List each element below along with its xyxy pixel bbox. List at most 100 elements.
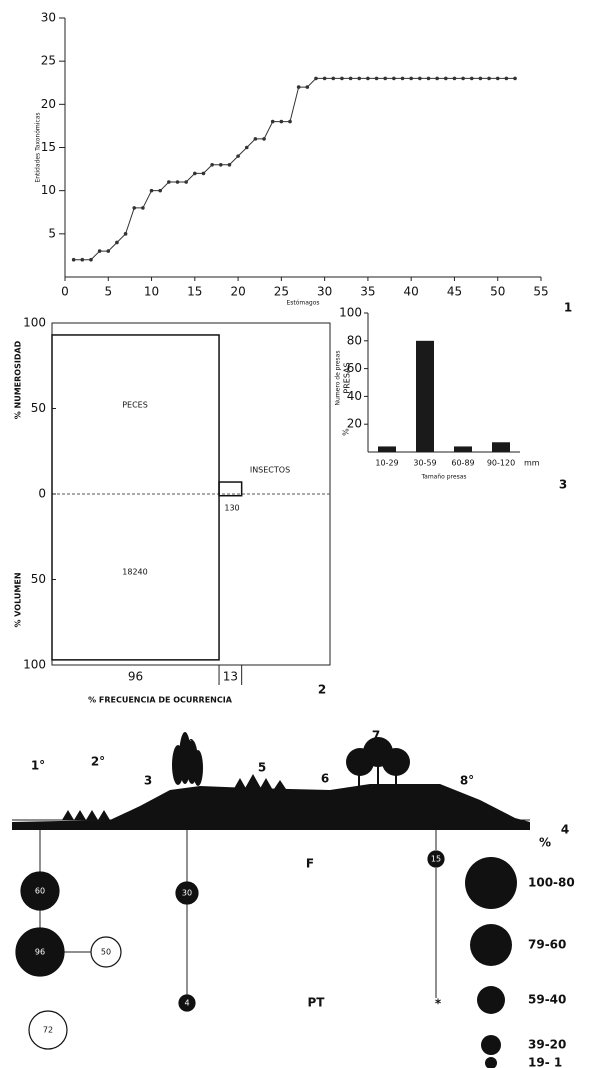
- circle-value: 30: [182, 889, 192, 898]
- connector-lines: [39, 830, 437, 998]
- data-point: [469, 76, 474, 81]
- circle-value: 15: [431, 855, 441, 864]
- frequency-label: 96: [128, 670, 143, 684]
- legend-circle: [477, 986, 505, 1014]
- frequency-label: 13: [223, 670, 238, 684]
- data-point: [253, 137, 258, 141]
- data-point: [123, 232, 128, 236]
- y-axis-label: % VOLUMEN: [14, 572, 23, 627]
- x-axis-label: Estómagos: [286, 300, 319, 307]
- data-line: [73, 77, 516, 261]
- site-label: 5: [258, 761, 266, 775]
- landscape: [12, 732, 530, 830]
- y-tick-label: 30: [41, 11, 56, 25]
- y-tick-label: 50: [31, 572, 46, 586]
- data-point: [184, 180, 188, 184]
- legend-unit: %: [539, 836, 551, 850]
- data-point: [504, 76, 509, 81]
- data-point: [167, 180, 171, 184]
- y-tick-label: 5: [48, 226, 56, 240]
- y-tick-label: 20: [41, 97, 56, 111]
- x-tick-label: 0: [61, 285, 69, 299]
- data-point: [89, 257, 93, 262]
- data-point: [435, 76, 439, 81]
- data-point: [201, 171, 206, 176]
- percent-circle: [178, 994, 196, 1012]
- x-tick-label: 45: [447, 285, 462, 299]
- data-point: [418, 76, 422, 81]
- data-point: [314, 76, 318, 81]
- legend-label: 100-80: [528, 876, 575, 890]
- x-tick-label: 30-59: [413, 459, 436, 468]
- y-tick-label: 50: [31, 401, 46, 415]
- y-tick-label: 25: [41, 54, 56, 68]
- site-label: 6: [321, 772, 329, 786]
- data-point: [149, 188, 154, 193]
- data-point: [262, 137, 266, 141]
- data-point: [444, 76, 448, 81]
- data-point: [193, 171, 197, 176]
- x-tick-label: 30: [317, 285, 332, 299]
- figure-number: 3: [559, 478, 567, 492]
- figure-number: 2: [318, 683, 326, 697]
- x-tick-label: 10-29: [375, 459, 398, 468]
- percent-circle: [175, 881, 199, 905]
- data-point: [495, 76, 500, 81]
- legend-label: 39-20: [528, 1038, 566, 1052]
- data-point: [357, 76, 362, 81]
- prey-box: [51, 334, 220, 661]
- data-point: [478, 76, 483, 81]
- percent-circle: [28, 1010, 68, 1050]
- data-point: [461, 76, 465, 81]
- data-point: [340, 76, 344, 81]
- category-label: INSECTOS: [250, 466, 290, 475]
- percent-circle: [15, 927, 65, 977]
- data-point: [210, 162, 214, 167]
- x-tick-label: 90-120: [487, 459, 515, 468]
- data-point: [374, 76, 379, 81]
- x-unit: mm: [524, 459, 540, 468]
- bar: [378, 446, 396, 452]
- y-tick-label: 100: [339, 306, 362, 320]
- data-point: [392, 76, 396, 81]
- circle-value: 50: [101, 948, 111, 957]
- y-axis-label: PRESAS: [343, 362, 352, 393]
- data-point: [452, 76, 457, 81]
- circle-value: 60: [35, 887, 45, 896]
- count-label: 130: [224, 504, 239, 513]
- y-tick-label: 10: [41, 183, 56, 197]
- y-tick-label: 40: [347, 389, 362, 403]
- y-tick-label: 80: [347, 333, 362, 347]
- figure-number: 1: [564, 301, 572, 315]
- data-point: [71, 257, 76, 262]
- y-axis-label: Entidades Taxonómicas: [35, 112, 42, 182]
- data-point: [227, 162, 232, 167]
- x-tick-label: 60-89: [451, 459, 474, 468]
- data-point: [513, 76, 517, 81]
- x-tick-label: 50: [490, 285, 505, 299]
- legend-label: 19- 1: [528, 1056, 562, 1068]
- count-label: 18240: [122, 568, 147, 577]
- y-tick-label: 100: [23, 658, 46, 672]
- data-point: [400, 76, 405, 81]
- y-axis-label: % NUMEROSIDAD: [14, 340, 23, 419]
- x-tick-label: 5: [104, 285, 112, 299]
- bar: [492, 442, 510, 452]
- data-point: [175, 180, 180, 184]
- x-axis-label: % FRECUENCIA DE OCURRENCIA: [88, 696, 233, 705]
- bar: [416, 340, 434, 452]
- data-point: [158, 188, 162, 193]
- row-label: F: [306, 857, 314, 871]
- data-point: [348, 76, 353, 81]
- data-point: [331, 76, 336, 81]
- x-tick-label: 10: [144, 285, 159, 299]
- percent-circle: [427, 850, 445, 868]
- y-tick-label: 0: [38, 487, 46, 501]
- site-label: 3: [144, 774, 152, 788]
- row-label: PT: [308, 996, 326, 1010]
- legend-circle: [465, 857, 517, 909]
- data-point: [322, 76, 327, 81]
- data-point: [383, 76, 388, 81]
- figure-number: 4: [561, 823, 569, 837]
